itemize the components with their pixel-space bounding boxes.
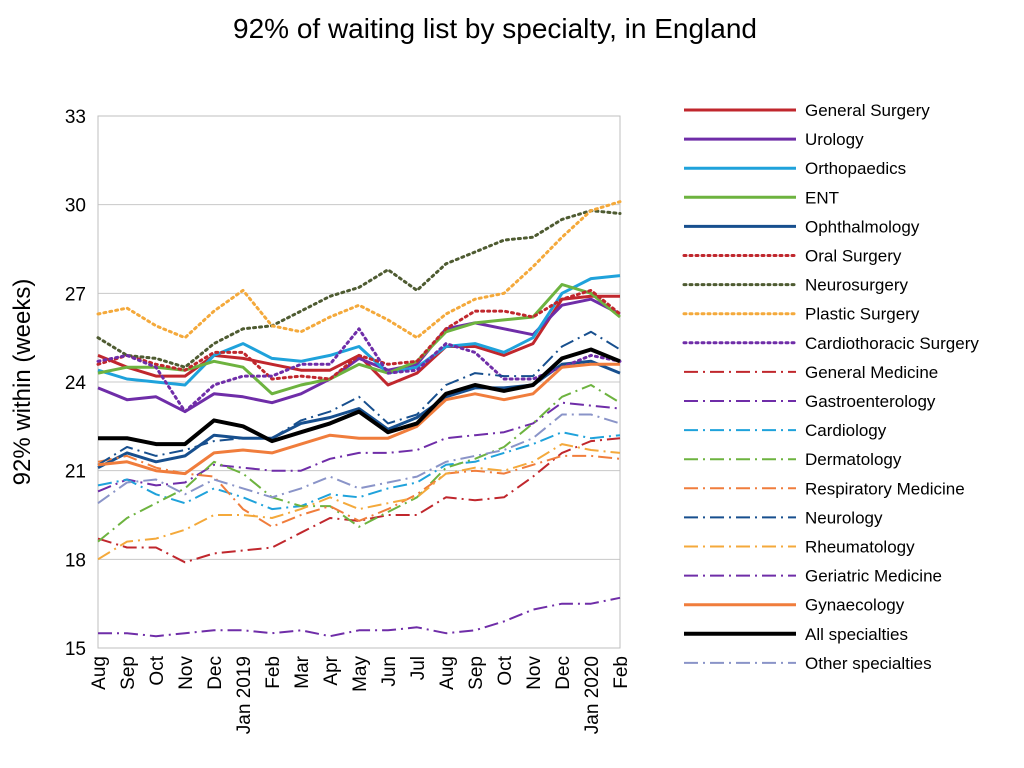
y-tick-label: 21 — [65, 462, 86, 483]
legend-item: Dermatology — [684, 450, 902, 469]
legend-label: Orthopaedics — [805, 159, 906, 178]
legend-item: General Medicine — [684, 363, 938, 382]
legend-label: All specialties — [805, 625, 908, 644]
legend-item: Orthopaedics — [684, 159, 906, 178]
series-line — [97, 362, 620, 476]
y-tick-label: 27 — [65, 284, 86, 305]
legend-item: Cardiology — [684, 421, 887, 440]
legend-item: Gastroenterology — [684, 392, 936, 411]
legend-label: Ophthalmology — [805, 217, 920, 236]
plot-area — [97, 115, 621, 649]
series-line — [97, 454, 621, 528]
x-tick-label: Apr — [321, 655, 342, 685]
legend-item: Respiratory Medicine — [684, 479, 965, 498]
x-axis: Aug Sep Oct Nov Dec Jan 2019 Feb Mar Apr May Jun Ju… — [89, 655, 632, 734]
legend-item: All specialties — [684, 625, 908, 644]
x-tick-label: Sep — [466, 656, 487, 690]
series-line — [98, 596, 621, 638]
x-tick-label: Aug — [437, 656, 458, 690]
grid-lines — [98, 115, 620, 649]
series-line — [96, 209, 622, 369]
legend-label: Cardiothoracic Surgery — [805, 334, 979, 353]
x-tick-label: Jun — [379, 656, 400, 687]
series-lines — [96, 200, 622, 638]
y-tick-label: 30 — [65, 196, 86, 217]
legend-label: Rheumatology — [805, 538, 915, 557]
legend-item: Neurology — [684, 508, 883, 527]
legend-item: Gynaecology — [684, 596, 905, 615]
legend-label: General Medicine — [805, 363, 938, 382]
legend-item: Geriatric Medicine — [684, 567, 942, 586]
legend-item: Neurosurgery — [682, 276, 908, 295]
x-tick-label: Mar — [292, 655, 313, 688]
y-tick-label: 33 — [65, 107, 86, 128]
x-tick-label: Dec — [553, 656, 574, 690]
legend-item: Oral Surgery — [682, 247, 902, 266]
legend-item: Ophthalmology — [684, 217, 920, 236]
y-axis: 15 18 21 24 27 30 33 — [65, 107, 87, 660]
x-tick-label: Dec — [205, 656, 226, 690]
x-tick-label: Aug — [89, 656, 110, 690]
legend-label: Geriatric Medicine — [805, 567, 942, 586]
legend-item: Cardiothoracic Surgery — [682, 334, 979, 353]
legend-item: General Surgery — [684, 101, 930, 120]
x-tick-label: Oct — [495, 655, 516, 685]
x-tick-label: May — [350, 656, 371, 692]
legend-item: Rheumatology — [684, 538, 915, 557]
series-line — [98, 347, 621, 447]
legend-label: Urology — [805, 130, 864, 149]
series-line — [97, 413, 621, 505]
series-line — [97, 274, 621, 387]
legend-item: Other specialties — [684, 654, 932, 673]
legend-label: Gynaecology — [805, 596, 905, 615]
y-tick-label: 18 — [65, 550, 86, 571]
y-axis-title: 92% within (weeks) — [9, 279, 36, 486]
legend-label: Neurology — [805, 508, 883, 527]
series-line — [97, 294, 620, 387]
y-tick-label: 15 — [65, 639, 86, 660]
x-tick-label: Jul — [408, 656, 429, 680]
legend-label: Other specialties — [805, 654, 932, 673]
legend-label: Neurosurgery — [805, 276, 908, 295]
chart-title: 92% of waiting list by specialty, in Eng… — [233, 13, 757, 44]
legend-item: Plastic Surgery — [682, 305, 920, 324]
x-tick-label: Nov — [524, 656, 545, 690]
legend-item: Urology — [684, 130, 864, 149]
legend: General Surgery Urology Orthopaedics ENT Oph… — [682, 101, 979, 673]
y-tick-label: 24 — [65, 373, 87, 394]
legend-label: Respiratory Medicine — [805, 479, 965, 498]
legend-label: Dermatology — [805, 450, 902, 469]
x-tick-label: Sep — [118, 656, 139, 690]
series-line — [97, 443, 621, 561]
x-tick-label: Jan 2020 — [582, 656, 603, 734]
x-tick-label: Nov — [176, 656, 197, 690]
legend-label: ENT — [805, 188, 839, 207]
legend-label: Cardiology — [805, 421, 887, 440]
x-tick-label: Feb — [611, 656, 632, 689]
x-tick-label: Oct — [147, 655, 168, 685]
series-line — [97, 401, 621, 493]
series-line — [97, 384, 621, 543]
legend-label: General Surgery — [805, 101, 930, 120]
x-tick-label: Jan 2019 — [234, 656, 255, 734]
series-line — [96, 288, 622, 381]
series-line — [97, 330, 621, 466]
series-line — [96, 200, 622, 340]
series-line — [96, 327, 622, 414]
series-line — [97, 437, 621, 564]
legend-item: ENT — [684, 188, 839, 207]
legend-label: Gastroenterology — [805, 392, 936, 411]
legend-label: Oral Surgery — [805, 247, 902, 266]
x-tick-label: Feb — [263, 656, 284, 689]
legend-label: Plastic Surgery — [805, 305, 920, 324]
